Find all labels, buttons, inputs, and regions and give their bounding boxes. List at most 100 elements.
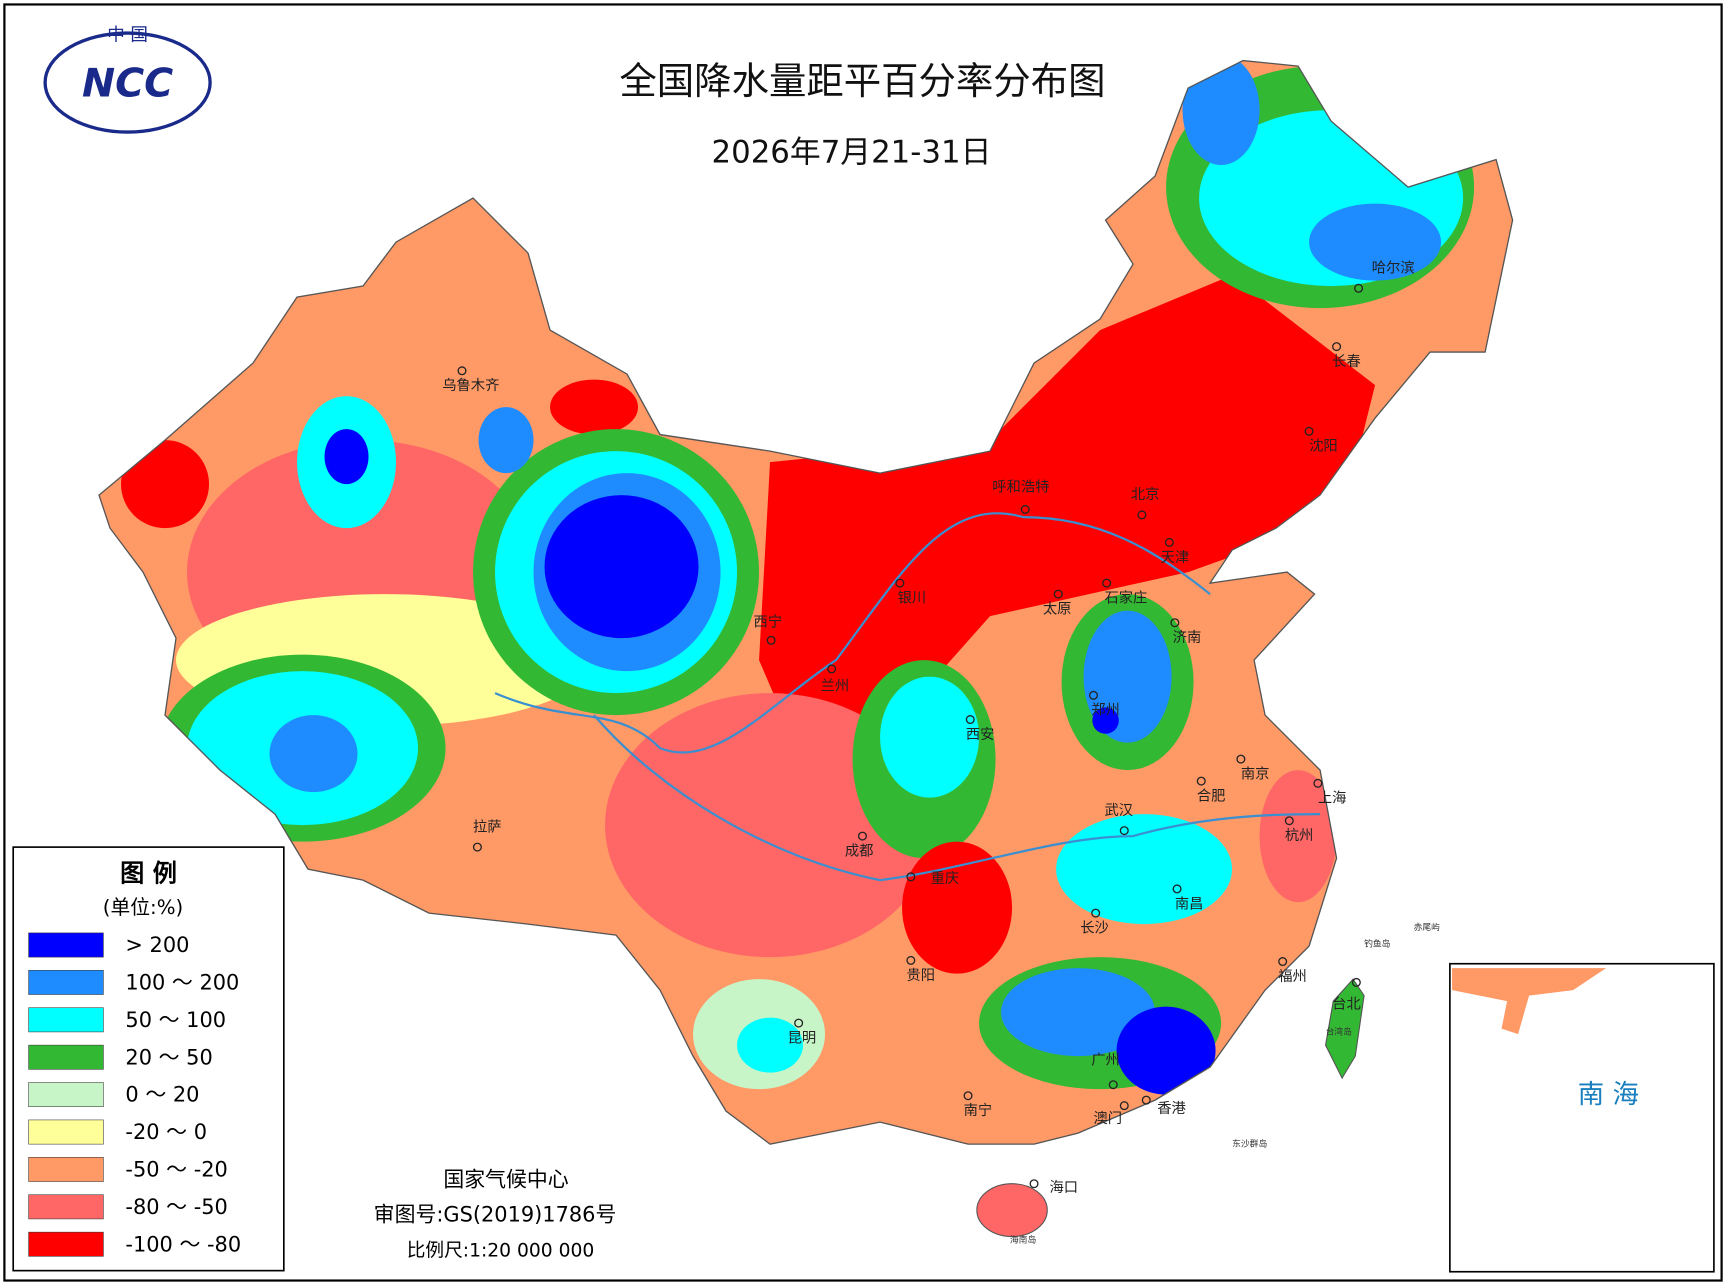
field-patch: [550, 379, 639, 435]
legend-swatch: [28, 970, 104, 995]
logo-top: 中 国: [107, 25, 148, 45]
legend-swatch: [28, 1082, 104, 1108]
legend-label: -50 ～ -20: [125, 1158, 227, 1182]
field-patch: [1259, 770, 1337, 903]
field-red-north: [759, 275, 1376, 738]
logo-ring: [43, 31, 212, 134]
city-marker: [1284, 816, 1294, 826]
city-marker: [1332, 342, 1342, 352]
city-marker: [1137, 510, 1147, 520]
field-patch: [1182, 60, 1260, 166]
city-marker: [1141, 1095, 1151, 1105]
legend-label: -100 ～ -80: [125, 1232, 241, 1256]
city-label: 太原: [1043, 600, 1072, 617]
field-patch: [1092, 707, 1119, 734]
inset: 南 海: [1449, 962, 1715, 1273]
island-label: 赤尾屿: [1414, 922, 1441, 933]
footer-review: 审图号:GS(2019)1786号: [374, 1203, 617, 1227]
city-marker: [963, 1091, 973, 1101]
city-marker: [1172, 884, 1182, 894]
field-patch: [880, 676, 980, 798]
legend-label: -20 ～ 0: [125, 1120, 207, 1144]
field-patch: [1116, 1006, 1216, 1095]
city-marker: [965, 714, 975, 725]
city-label: 合肥: [1197, 788, 1226, 805]
city-marker: [1088, 690, 1098, 700]
legend-unit: (单位:%): [103, 896, 184, 919]
city-label: 兰州: [821, 678, 850, 695]
city-label: 石家庄: [1104, 588, 1147, 606]
city-marker: [1020, 504, 1030, 514]
footer-scale: 比例尺:1:20 000 000: [407, 1240, 595, 1261]
field-patch: [1309, 203, 1442, 281]
city-marker: [1170, 618, 1180, 628]
city-marker: [1354, 283, 1364, 293]
city-label: 成都: [845, 843, 874, 860]
city-label: 杭州: [1285, 827, 1314, 844]
city-marker: [472, 842, 482, 852]
city-marker: [1304, 426, 1314, 436]
city-marker: [1053, 589, 1063, 599]
city-marker: [827, 664, 837, 674]
river: [494, 512, 1211, 754]
field-patch: [269, 715, 358, 793]
legend-swatch: [28, 932, 104, 958]
legend-swatch: [28, 1231, 104, 1257]
city-label: 西安: [966, 726, 995, 743]
city-marker: [857, 831, 867, 841]
legend: 图 例 (单位:%) > 200 100 ～ 200 50 ～ 100 20 ～ 50…: [12, 846, 285, 1272]
legend-label: 20 ～ 50: [125, 1045, 212, 1069]
city-label: 上海: [1318, 790, 1347, 807]
legend-swatch: [28, 1007, 104, 1033]
logo-text: NCC: [82, 60, 173, 106]
city-label: 天津: [1161, 549, 1190, 566]
city-label: 昆明: [788, 1031, 817, 1047]
city-label: 香港: [1157, 1100, 1186, 1117]
inset-label: 南 海: [1578, 1079, 1639, 1110]
inset-box: [1449, 962, 1715, 1273]
city-marker: [895, 578, 905, 588]
field-patch: [1001, 968, 1156, 1057]
city-label: 南京: [1241, 766, 1270, 783]
field-patch: [121, 440, 210, 529]
city-marker: [1119, 826, 1129, 836]
city-marker: [1236, 754, 1246, 764]
city-label: 福州: [1278, 968, 1307, 985]
city-marker: [794, 1018, 804, 1028]
legend-label: 0 ～ 20: [125, 1083, 199, 1107]
map-title: 全国降水量距平百分率分布图: [619, 59, 1105, 103]
city-marker: [1351, 977, 1361, 987]
legend-label: 100 ～ 200: [125, 971, 239, 995]
city-label: 南昌: [1175, 895, 1204, 912]
city-label: 济南: [1173, 629, 1202, 646]
field-patch: [1056, 814, 1233, 925]
city-label: 银川: [898, 589, 927, 606]
legend-label: -80 ～ -50: [125, 1195, 227, 1219]
city-label: 拉萨: [473, 818, 502, 835]
city-label: 哈尔滨: [1372, 259, 1415, 276]
city-marker: [1278, 957, 1288, 967]
city-label: 北京: [1131, 486, 1160, 503]
footer-org: 国家气候中心: [443, 1167, 568, 1191]
city-label: 重庆: [931, 870, 960, 887]
legend-swatch: [28, 1157, 104, 1182]
island-label: 东沙群岛: [1232, 1138, 1267, 1150]
legend-swatch: [28, 1044, 104, 1070]
island-label: 钓鱼岛: [1364, 937, 1391, 949]
field-patch: [737, 1017, 804, 1073]
city-marker: [906, 955, 916, 965]
city-marker: [1313, 778, 1323, 788]
city-label: 乌鲁木齐: [442, 377, 499, 394]
legend-label: 50 ～ 100: [125, 1008, 226, 1032]
taiwan-island: [1325, 978, 1365, 1080]
city-label: 南宁: [964, 1102, 993, 1119]
city-label: 呼和浩特: [992, 478, 1049, 495]
city-label: 沈阳: [1309, 438, 1338, 455]
inset-coast: [1452, 968, 1607, 1035]
city-label: 西宁: [754, 614, 783, 631]
legend-swatch: [28, 1194, 104, 1220]
city-label: 贵阳: [906, 967, 935, 984]
